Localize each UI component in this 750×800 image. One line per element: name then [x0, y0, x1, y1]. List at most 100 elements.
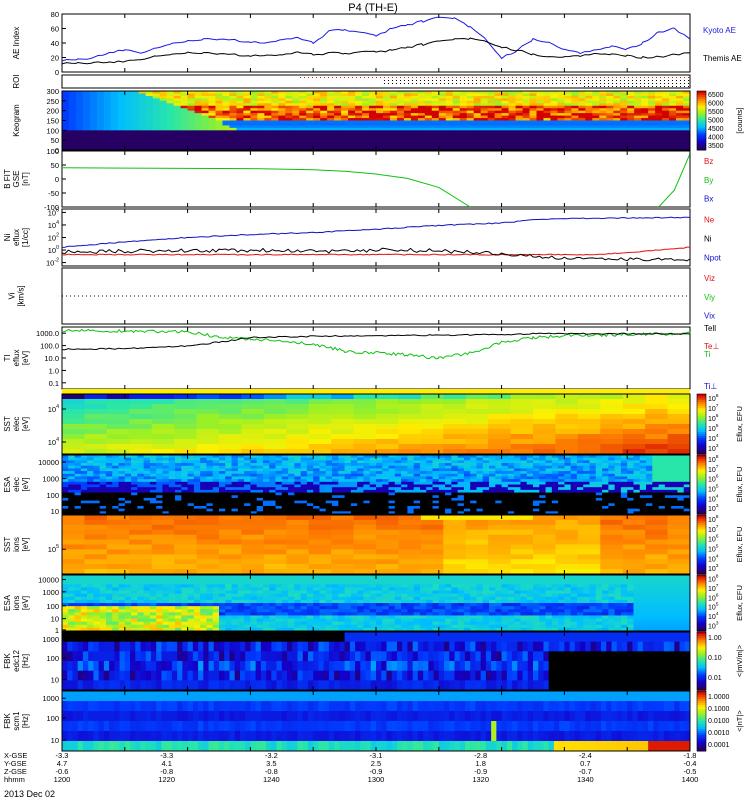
heatmap-cell — [99, 479, 107, 483]
roi-mark — [368, 77, 369, 78]
heatmap-cell — [627, 98, 635, 102]
heatmap-cell — [438, 497, 446, 501]
heatmap-cell — [137, 457, 145, 461]
heatmap-cell — [215, 110, 223, 114]
roi-mark — [624, 83, 625, 84]
heatmap-cell — [250, 492, 258, 496]
heatmap-cell — [206, 468, 214, 472]
roi-mark — [560, 83, 561, 84]
heatmap-cell — [257, 108, 265, 112]
heatmap-cell — [613, 98, 621, 102]
heatmap-cell — [313, 481, 320, 485]
heatmap-cell — [589, 463, 597, 467]
heatmap-cell — [627, 91, 635, 94]
heatmap-cell — [62, 130, 70, 134]
heatmap-cell — [281, 481, 289, 485]
roi-mark — [348, 77, 349, 78]
heatmap-cell — [117, 132, 126, 136]
heatmap-cell — [577, 404, 601, 410]
heatmap-cell — [131, 497, 138, 501]
heatmap-cell — [285, 127, 293, 131]
heatmap-cell — [407, 508, 415, 512]
roi-mark — [512, 83, 513, 84]
heatmap-cell — [634, 137, 642, 141]
roi-mark — [436, 83, 437, 84]
heatmap-cell — [159, 132, 168, 136]
heatmap-cell — [124, 95, 133, 99]
heatmap-cell — [520, 484, 528, 488]
heatmap-cell — [124, 492, 132, 496]
legend-entry: Bz — [704, 157, 713, 166]
heatmap-cell — [606, 93, 614, 97]
heatmap-cell — [62, 145, 70, 148]
heatmap-cell — [112, 505, 119, 510]
heatmap-cell — [264, 91, 272, 94]
heatmap-cell — [501, 105, 509, 109]
heatmap-cell — [201, 147, 209, 151]
heatmap-cell — [683, 140, 691, 144]
panel-frame — [61, 150, 691, 208]
heatmap-cell — [62, 505, 69, 510]
heatmap-cell — [281, 471, 289, 475]
heatmap-cell — [145, 93, 154, 97]
heatmap-cell — [300, 473, 308, 477]
heatmap-cell — [319, 503, 327, 507]
heatmap-cell — [494, 91, 502, 94]
heatmap-cell — [143, 460, 151, 464]
heatmap-cell — [319, 495, 327, 499]
heatmap-cell — [117, 108, 126, 112]
roi-mark — [568, 80, 569, 81]
heatmap-cell — [262, 476, 270, 480]
heatmap-cell — [244, 479, 251, 483]
heatmap-cell — [522, 115, 530, 119]
heatmap-cell — [250, 91, 258, 94]
heatmap-cell — [338, 465, 345, 469]
y-tick-label: 104 — [48, 220, 59, 230]
heatmap-cell — [175, 455, 182, 459]
heatmap-cell — [236, 113, 244, 116]
heatmap-cell — [137, 484, 145, 488]
heatmap-cell — [452, 95, 461, 99]
heatmap-cell — [262, 457, 270, 461]
heatmap-cell — [457, 497, 465, 501]
heatmap-cell — [286, 434, 310, 440]
colorbar-cell — [697, 410, 706, 413]
heatmap-cell — [138, 115, 147, 119]
heatmap-cell — [398, 409, 422, 415]
heatmap-cell — [420, 449, 444, 455]
heatmap-cell — [634, 100, 642, 104]
heatmap-cell — [68, 479, 75, 483]
heatmap-cell — [473, 98, 482, 102]
heatmap-cell — [533, 481, 540, 485]
heatmap-cell — [62, 118, 70, 121]
heatmap-cell — [466, 140, 475, 144]
heatmap-cell — [308, 449, 332, 455]
heatmap-cell — [319, 508, 327, 512]
heatmap-cell — [655, 91, 663, 94]
heatmap-cell — [275, 500, 283, 504]
heatmap-cell — [222, 113, 230, 116]
heatmap-cell — [355, 108, 363, 112]
roi-mark — [628, 86, 629, 87]
heatmap-cell — [187, 479, 195, 483]
heatmap-cell — [376, 91, 384, 94]
heatmap-cell — [103, 142, 112, 146]
heatmap-cell — [641, 120, 649, 124]
heatmap-cell — [451, 489, 459, 493]
heatmap-cell — [508, 122, 516, 126]
heatmap-cell — [62, 127, 70, 131]
heatmap-cell — [627, 95, 635, 99]
heatmap-cell — [476, 505, 484, 510]
heatmap-cell — [363, 455, 371, 459]
heatmap-cell — [201, 95, 209, 99]
heatmap-cell — [363, 476, 371, 480]
heatmap-cell — [495, 505, 502, 510]
y-tick-label: 104 — [48, 437, 59, 447]
heatmap-cell — [424, 113, 433, 116]
heatmap-cell — [222, 145, 230, 148]
heatmap-cell — [285, 91, 293, 94]
heatmap-cell — [501, 142, 509, 146]
panel-frame — [61, 13, 691, 73]
heatmap-cell — [344, 505, 352, 510]
heatmap-cell — [545, 455, 553, 459]
